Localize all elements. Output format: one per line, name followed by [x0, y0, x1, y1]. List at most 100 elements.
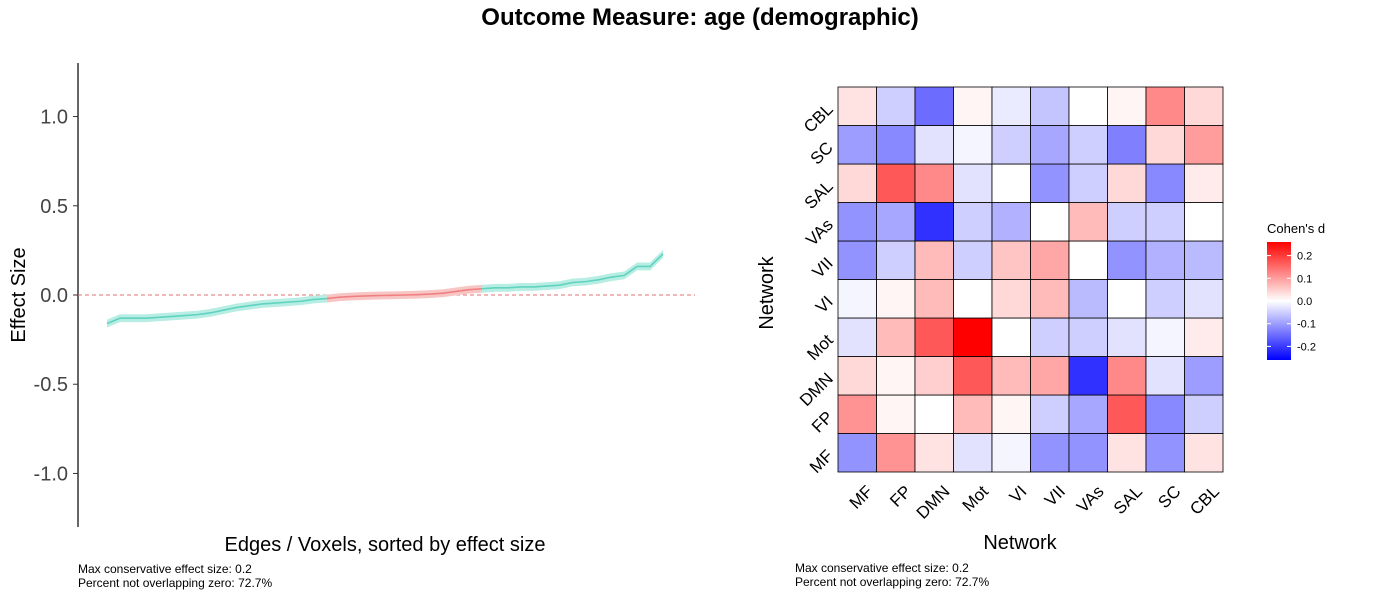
heatmap-cell	[876, 433, 916, 473]
heatmap-cell	[1145, 163, 1185, 203]
x-tick-label: VAs	[1073, 482, 1108, 517]
y-tick-label: VI	[812, 292, 837, 317]
heatmap-cell	[914, 240, 954, 280]
heatmap-cell	[1145, 202, 1185, 242]
heatmap-cell	[953, 163, 993, 203]
heatmap-cell	[837, 86, 877, 126]
heatmap-cell	[1030, 433, 1070, 473]
heatmap-cell	[1184, 356, 1224, 396]
heatmap-cell	[837, 202, 877, 242]
x-tick-label: CBL	[1186, 482, 1223, 519]
heatmap-cell	[1184, 202, 1224, 242]
heatmap-cell	[1145, 433, 1185, 473]
legend-tick-label: 0.2	[1297, 251, 1312, 263]
x-tick-label: DMN	[913, 482, 954, 523]
heatmap-cell	[876, 240, 916, 280]
heatmap-cell	[914, 125, 954, 165]
heatmap-cell	[1145, 356, 1185, 396]
heatmap-cell	[1107, 394, 1147, 434]
heatmap-y-axis-label: Network	[756, 255, 778, 329]
heatmap-cell	[1068, 86, 1108, 126]
heatmap-cell	[1030, 317, 1070, 357]
y-tick-label: MF	[806, 446, 837, 477]
heatmap-cell	[1184, 163, 1224, 203]
heatmap-cell	[914, 317, 954, 357]
heatmap-cell	[1030, 240, 1070, 280]
heatmap-cell	[1107, 433, 1147, 473]
heatmap-cell	[914, 279, 954, 319]
heatmap-cell	[953, 356, 993, 396]
x-tick-label: VI	[1006, 482, 1031, 507]
heatmap-cell	[1107, 125, 1147, 165]
heatmap-cell	[953, 202, 993, 242]
x-tick-label: FP	[886, 482, 915, 511]
heatmap-cell	[1184, 240, 1224, 280]
heatmap-cell	[1068, 202, 1108, 242]
heatmap-cell	[991, 86, 1031, 126]
heatmap-cell	[837, 317, 877, 357]
heatmap-cell	[1145, 86, 1185, 126]
heatmap-cell	[1030, 202, 1070, 242]
heatmap-cell	[953, 279, 993, 319]
heatmap-cell	[1107, 202, 1147, 242]
heatmap-cell	[1145, 317, 1185, 357]
heatmap-cell	[914, 394, 954, 434]
line-notes: Max conservative effect size: 0.2 Percen…	[78, 562, 272, 590]
heatmap-cell	[953, 86, 993, 126]
y-tick-group: 1.0 0.5 0.0 -0.5 -1.0	[34, 107, 78, 485]
x-tick-label: SC	[1154, 482, 1184, 512]
heatmap-cell	[1107, 86, 1147, 126]
heatmap-cell	[837, 163, 877, 203]
heatmap-cell	[953, 240, 993, 280]
legend-tick-label: 0.1	[1297, 273, 1312, 285]
effect-line-overlapping-zero	[326, 287, 483, 300]
legend-tick-label: 0.0	[1297, 296, 1312, 308]
y-tick-label: 0.5	[40, 196, 68, 218]
heatmap-cell	[1068, 163, 1108, 203]
heatmap-cell	[991, 279, 1031, 319]
y-tick-label: VAs	[802, 215, 837, 250]
heatmap-x-axis-label: Network	[983, 532, 1057, 554]
heatmap-cell	[991, 202, 1031, 242]
legend-title: Cohen's d	[1267, 221, 1325, 236]
heatmap-cell	[876, 125, 916, 165]
heatmap-cell	[1068, 240, 1108, 280]
heatmap-cell	[953, 433, 993, 473]
heatmap-cell	[1184, 86, 1224, 126]
heatmap-cell	[837, 240, 877, 280]
line-series-group	[106, 253, 664, 325]
effect-line-nonoverlapping	[481, 253, 664, 290]
heatmap-cell	[914, 433, 954, 473]
heatmap-cell	[837, 279, 877, 319]
heatmap-cell	[837, 433, 877, 473]
heatmap-cell	[914, 163, 954, 203]
y-tick-label: -1.0	[34, 463, 68, 485]
heatmap-cell	[991, 394, 1031, 434]
heatmap-cell	[876, 202, 916, 242]
heatmap-cell	[837, 356, 877, 396]
ci-band-nonoverlapping	[481, 250, 663, 293]
y-tick-label: FP	[808, 408, 837, 437]
heatmap-cell	[1107, 240, 1147, 280]
legend-tick-label: -0.1	[1297, 319, 1316, 331]
heatmap-cell	[837, 125, 877, 165]
y-tick-label: -0.5	[34, 374, 68, 396]
y-tick-label: 0.0	[40, 285, 68, 307]
y-tick-label: SC	[807, 138, 837, 168]
chart-title: Outcome Measure: age (demographic)	[481, 4, 919, 31]
heatmap-cell	[1030, 394, 1070, 434]
heatmap-cell	[1068, 279, 1108, 319]
heatmap-cell	[1030, 356, 1070, 396]
heatmap-cell	[1030, 279, 1070, 319]
heatmap-cell	[1030, 163, 1070, 203]
heatmap-cell	[991, 317, 1031, 357]
effect-line-nonoverlapping	[106, 297, 327, 325]
heatmap-cell	[991, 163, 1031, 203]
x-tick-label: VII	[1041, 482, 1069, 510]
heatmap-cell	[876, 317, 916, 357]
heatmap-cell	[1107, 279, 1147, 319]
heatmap-percent-note: Percent not overlapping zero: 72.7%	[795, 575, 990, 589]
heatmap-cell	[1107, 356, 1147, 396]
